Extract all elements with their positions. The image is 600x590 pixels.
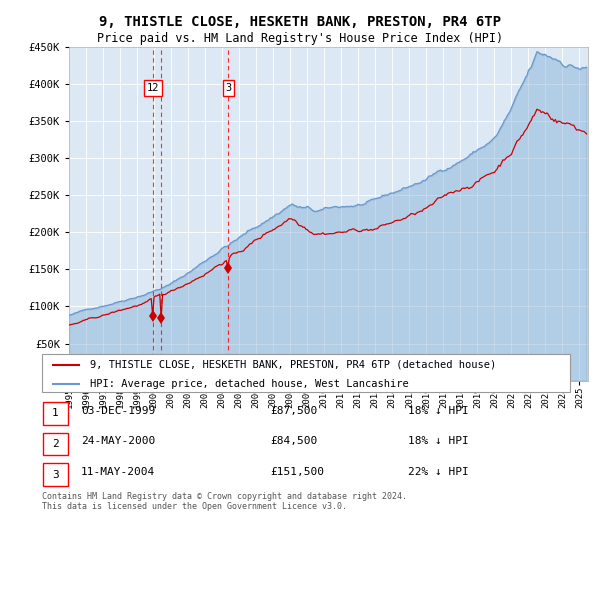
Text: 18% ↓ HPI: 18% ↓ HPI xyxy=(408,406,469,415)
Text: 9, THISTLE CLOSE, HESKETH BANK, PRESTON, PR4 6TP (detached house): 9, THISTLE CLOSE, HESKETH BANK, PRESTON,… xyxy=(89,360,496,370)
Text: £84,500: £84,500 xyxy=(270,437,317,446)
FancyBboxPatch shape xyxy=(43,402,68,425)
Text: 3: 3 xyxy=(52,470,59,480)
Text: 1: 1 xyxy=(52,408,59,418)
Text: 3: 3 xyxy=(225,83,232,93)
FancyBboxPatch shape xyxy=(43,432,68,455)
FancyBboxPatch shape xyxy=(43,463,68,486)
Text: 22% ↓ HPI: 22% ↓ HPI xyxy=(408,467,469,477)
Text: Contains HM Land Registry data © Crown copyright and database right 2024.
This d: Contains HM Land Registry data © Crown c… xyxy=(42,492,407,512)
Text: 12: 12 xyxy=(146,83,159,93)
Text: 9, THISTLE CLOSE, HESKETH BANK, PRESTON, PR4 6TP: 9, THISTLE CLOSE, HESKETH BANK, PRESTON,… xyxy=(99,15,501,29)
Text: 03-DEC-1999: 03-DEC-1999 xyxy=(81,406,155,415)
Text: £87,500: £87,500 xyxy=(270,406,317,415)
Text: 11-MAY-2004: 11-MAY-2004 xyxy=(81,467,155,477)
Text: 24-MAY-2000: 24-MAY-2000 xyxy=(81,437,155,446)
Text: 2: 2 xyxy=(52,439,59,449)
Text: Price paid vs. HM Land Registry's House Price Index (HPI): Price paid vs. HM Land Registry's House … xyxy=(97,32,503,45)
FancyBboxPatch shape xyxy=(42,354,570,392)
Text: £151,500: £151,500 xyxy=(270,467,324,477)
Text: HPI: Average price, detached house, West Lancashire: HPI: Average price, detached house, West… xyxy=(89,379,408,389)
Text: 18% ↓ HPI: 18% ↓ HPI xyxy=(408,437,469,446)
